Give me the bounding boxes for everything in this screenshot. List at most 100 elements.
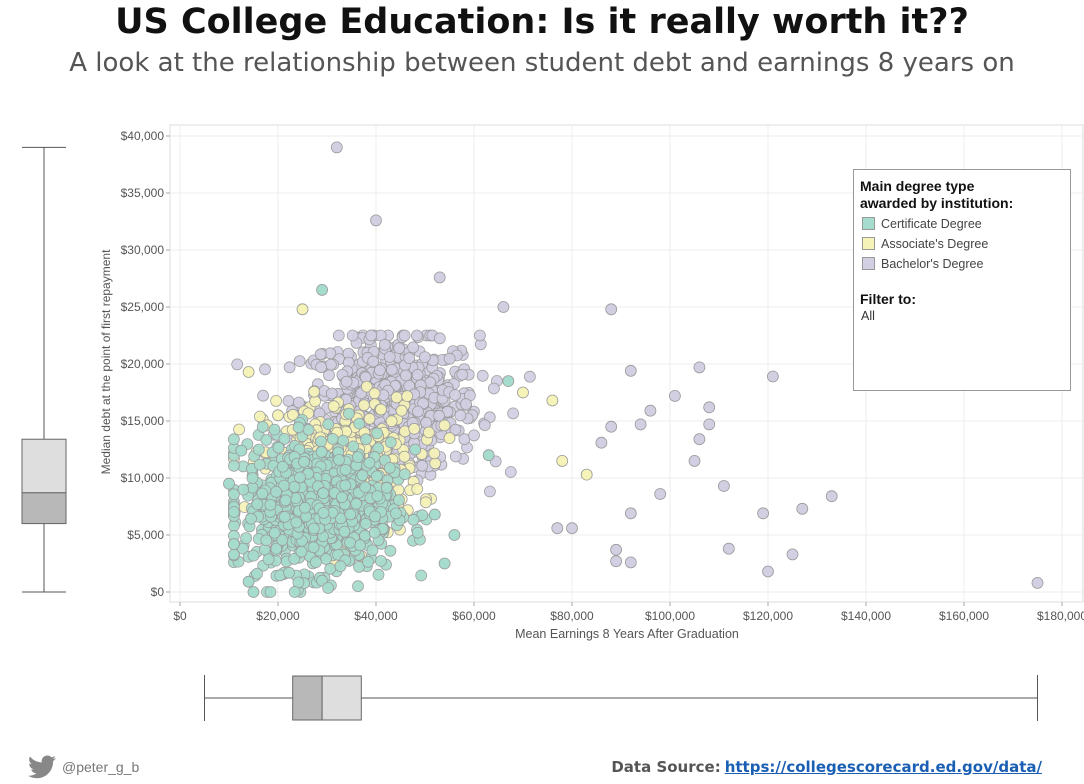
- data-point: [408, 422, 421, 435]
- data-point: [693, 433, 706, 446]
- data-point: [288, 586, 301, 598]
- data-point: [373, 364, 386, 377]
- data-point: [339, 479, 352, 492]
- data-point: [262, 553, 275, 566]
- data-point: [370, 214, 382, 227]
- data-point: [438, 419, 451, 432]
- data-point: [290, 516, 303, 529]
- data-point: [595, 436, 608, 449]
- data-point: [419, 496, 432, 509]
- legend-swatch: [862, 237, 875, 250]
- data-point: [354, 539, 366, 551]
- data-point: [260, 534, 273, 547]
- x-boxplot-upper-box: [321, 675, 362, 721]
- data-point: [757, 507, 769, 520]
- data-point: [340, 375, 353, 388]
- data-point: [634, 418, 647, 431]
- y-axis-label: Median debt at the point of first repaym…: [99, 249, 113, 474]
- data-point: [307, 522, 320, 535]
- data-point: [298, 455, 310, 468]
- data-point: [669, 389, 681, 402]
- data-point: [456, 368, 469, 381]
- data-point: [825, 490, 838, 503]
- data-point: [546, 394, 559, 407]
- data-point: [392, 494, 405, 507]
- data-point: [433, 409, 446, 422]
- data-point: [395, 404, 408, 417]
- data-point: [380, 481, 393, 494]
- data-point: [308, 385, 321, 398]
- data-point: [378, 338, 391, 351]
- data-point: [360, 380, 373, 393]
- boxplots: [21, 146, 1038, 721]
- data-point: [327, 400, 340, 413]
- data-point: [409, 443, 422, 456]
- data-point: [358, 399, 370, 412]
- data-point: [383, 350, 396, 363]
- data-point: [315, 361, 328, 374]
- data-point: [393, 342, 406, 355]
- legend-item-bachelor[interactable]: Bachelor's Degree: [860, 255, 1064, 272]
- data-point: [416, 459, 429, 472]
- legend-title: Main degree type awarded by institution:: [860, 178, 1014, 211]
- data-point: [786, 548, 799, 561]
- data-point: [296, 303, 309, 316]
- data-point: [365, 329, 378, 342]
- x-tick-label: $0: [173, 609, 187, 623]
- y-tick-label: $25,000: [121, 300, 165, 314]
- page-subtitle: A look at the relationship between stude…: [69, 48, 1015, 78]
- data-point: [359, 481, 372, 494]
- data-point: [566, 522, 578, 535]
- x-tick-label: $160,000: [939, 609, 989, 623]
- data-point: [502, 375, 515, 388]
- data-point: [703, 418, 716, 431]
- data-point: [278, 511, 291, 523]
- data-point: [276, 534, 289, 546]
- data-point: [504, 466, 517, 478]
- data-point: [433, 271, 446, 284]
- data-point: [422, 426, 435, 439]
- data-point: [240, 532, 253, 544]
- data-point: [227, 488, 240, 501]
- data-point: [279, 494, 292, 507]
- y-tick-label: $40,000: [121, 129, 165, 143]
- data-point: [298, 501, 311, 514]
- data-point: [418, 351, 431, 364]
- twitter-credit[interactable]: @peter_g_b: [28, 755, 139, 779]
- data-point: [288, 481, 301, 493]
- y-tick-label: $20,000: [121, 357, 165, 371]
- data-point: [342, 407, 355, 420]
- data-point: [580, 468, 593, 481]
- x-tick-label: $60,000: [452, 609, 496, 623]
- data-point: [315, 446, 328, 458]
- y-boxplot-upper-box: [21, 438, 67, 494]
- data-point: [366, 544, 379, 557]
- data-point: [369, 510, 381, 523]
- data-point: [482, 449, 495, 462]
- data-point: [282, 394, 295, 407]
- legend-panel: Main degree type awarded by institution:…: [853, 169, 1071, 391]
- data-point: [517, 386, 529, 399]
- data-point: [454, 409, 467, 422]
- x-tick-label: $40,000: [354, 609, 398, 623]
- data-point: [257, 389, 270, 402]
- x-tick-label: $80,000: [550, 609, 594, 623]
- data-point: [718, 480, 730, 492]
- data-point: [270, 485, 283, 498]
- data-point: [326, 433, 339, 445]
- data-point: [352, 580, 364, 593]
- data-source-link[interactable]: https://collegescorecard.ed.gov/data/: [724, 758, 1042, 776]
- legend-item-associate[interactable]: Associate's Degree: [860, 235, 1064, 252]
- x-boxplot-lower-box: [292, 675, 323, 721]
- filter-dropdown[interactable]: All: [861, 309, 875, 323]
- data-point: [242, 575, 255, 588]
- data-point: [384, 544, 397, 557]
- data-point: [292, 421, 305, 434]
- legend-item-certificate[interactable]: Certificate Degree: [860, 215, 1064, 232]
- data-point: [227, 506, 240, 518]
- data-point: [231, 358, 244, 371]
- data-point: [370, 470, 383, 483]
- data-source: Data Source: https://collegescorecard.ed.…: [611, 758, 1042, 776]
- data-point: [551, 522, 564, 535]
- data-point: [438, 557, 451, 570]
